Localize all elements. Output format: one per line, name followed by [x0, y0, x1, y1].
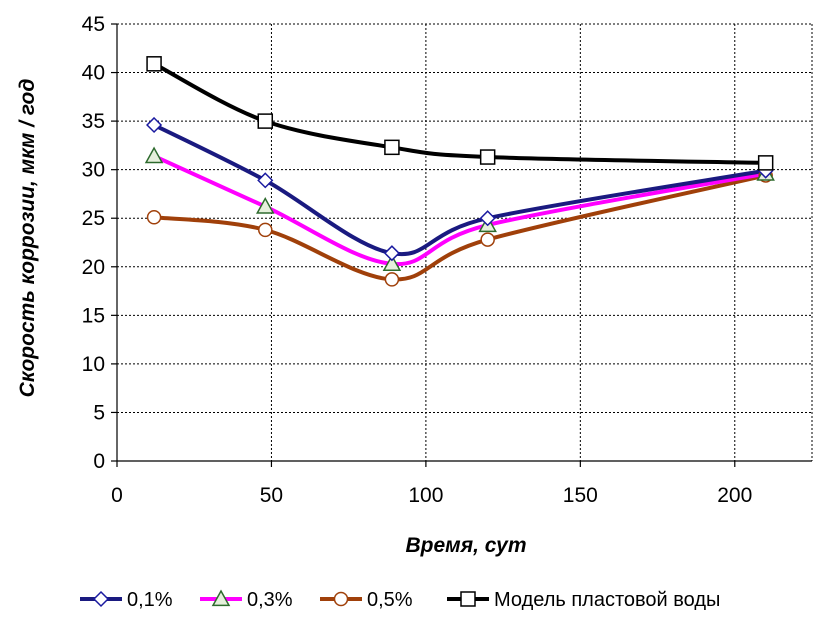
y-tick-label: 5: [93, 401, 105, 424]
y-tick-label: 35: [82, 110, 105, 133]
data-point-square: [479, 149, 496, 165]
data-point-triangle: [382, 254, 402, 272]
series-layer: [144, 56, 775, 287]
legend-label: 0,5%: [367, 589, 413, 611]
x-tick-label: 0: [111, 484, 123, 507]
data-point-diamond: [146, 116, 163, 134]
grid-lines: [117, 23, 813, 461]
data-point-circle: [146, 210, 162, 225]
series-line-square: [152, 61, 768, 165]
legend-marker-circle: [333, 591, 349, 607]
y-axis-title: Скорость коррозии, мкм / год: [16, 79, 39, 398]
y-tick-label: 40: [82, 62, 105, 85]
x-axis-title: Время, сут: [406, 534, 527, 557]
legend-marker-diamond: [92, 590, 110, 608]
data-point-square: [146, 56, 162, 72]
data-point-triangle: [144, 146, 164, 164]
x-tick-label: 100: [408, 484, 443, 507]
legend-marker-triangle: [211, 589, 231, 607]
data-point-circle: [480, 232, 495, 247]
data-point-square: [757, 155, 774, 171]
series-line-triangle: [152, 154, 768, 267]
legend-label: Модель пластовой воды: [494, 589, 720, 611]
data-point-circle: [258, 222, 273, 238]
tick-labels: 0 5 10 15 20 25 30 35 40 45 0 50 100 150 200: [82, 13, 753, 507]
x-tick-label: 200: [717, 484, 752, 507]
x-tick-label: 50: [260, 484, 283, 507]
y-tick-label: 25: [82, 207, 105, 230]
y-tick-label: 15: [82, 304, 105, 327]
data-point-diamond: [257, 172, 274, 189]
x-tick-label: 150: [563, 484, 598, 507]
data-point-square: [384, 139, 400, 156]
data-point-diamond: [479, 210, 496, 227]
y-tick-label: 10: [82, 353, 105, 376]
data-point-triangle: [255, 197, 275, 214]
data-point-circle: [384, 272, 400, 287]
series-line-circle: [152, 173, 768, 282]
axes: [111, 23, 812, 467]
y-tick-label: 30: [82, 159, 105, 182]
data-point-diamond: [383, 245, 400, 262]
y-tick-label: 20: [82, 256, 105, 279]
series-line-diamond: [152, 122, 768, 257]
legend: 0,1% 0,3% 0,5% Модель пластовой воды: [80, 589, 720, 611]
y-tick-label: 0: [93, 450, 105, 473]
legend-label: 0,3%: [247, 589, 293, 611]
legend-marker-square: [460, 591, 476, 607]
legend-label: 0,1%: [127, 589, 173, 611]
data-point-square: [257, 113, 274, 129]
y-tick-label: 45: [82, 13, 105, 36]
